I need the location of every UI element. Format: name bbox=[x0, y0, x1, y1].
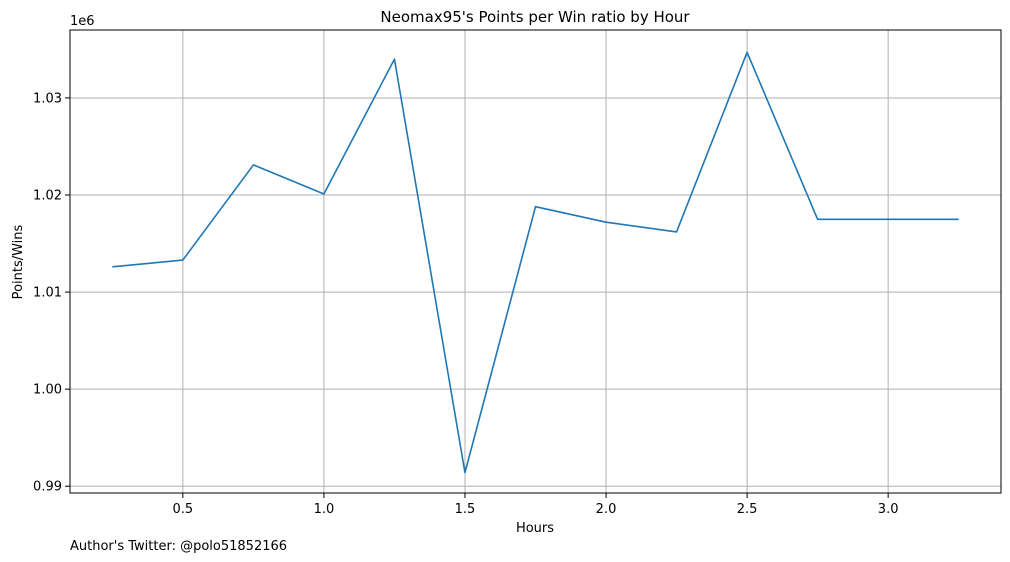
y-tick-label: 1.02 bbox=[33, 189, 62, 204]
y-axis-label: Points/Wins bbox=[11, 224, 26, 299]
y-tick-label: 1.01 bbox=[33, 286, 62, 301]
y-tick-label: 0.99 bbox=[33, 480, 62, 495]
plot-frame bbox=[69, 29, 1002, 494]
x-tick-label: 1.0 bbox=[314, 502, 335, 517]
x-tick-label: 2.0 bbox=[596, 502, 617, 517]
x-tick-label: 0.5 bbox=[173, 502, 194, 517]
x-tick-label: 3.0 bbox=[878, 502, 899, 517]
series-line bbox=[112, 51, 959, 474]
chart-title: Neomax95's Points per Win ratio by Hour bbox=[380, 8, 690, 26]
y-tick-label: 1.03 bbox=[33, 91, 62, 106]
author-footer: Author's Twitter: @polo51852166 bbox=[70, 539, 287, 554]
ticks: 0.5 1.0 1.5 2.0 2.5 3.0 0.99 1.00 1.01 1.02 1.03 bbox=[33, 91, 898, 517]
y-offset-label: 1e6 bbox=[70, 14, 95, 29]
grid bbox=[70, 30, 1001, 493]
x-tick-label: 1.5 bbox=[455, 502, 476, 517]
series-layer bbox=[112, 51, 959, 474]
x-axis-label: Hours bbox=[516, 521, 554, 536]
y-tick-label: 1.00 bbox=[33, 383, 62, 398]
x-tick-label: 2.5 bbox=[737, 502, 758, 517]
